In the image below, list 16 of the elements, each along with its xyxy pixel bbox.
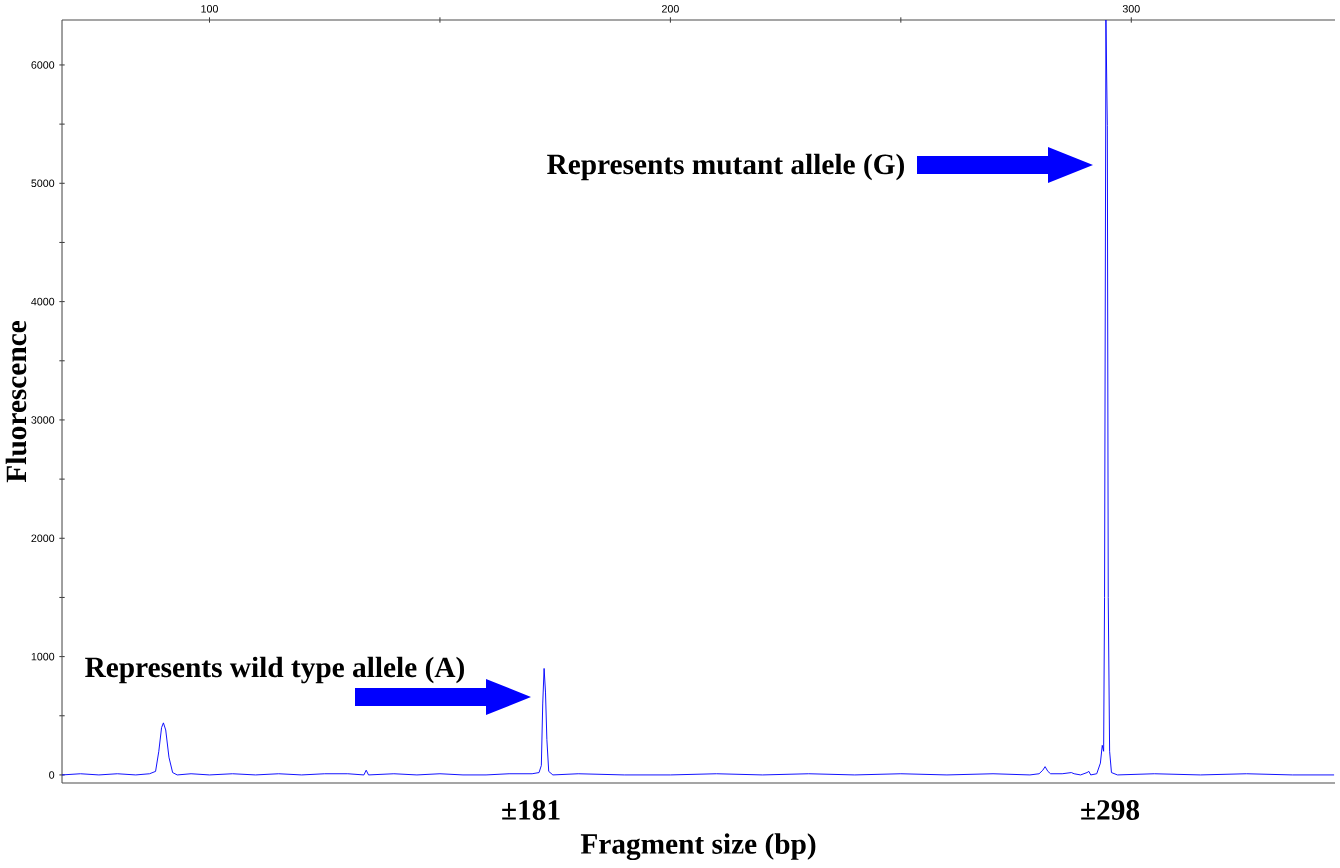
annotation: Represents mutant allele (G): [547, 153, 904, 181]
y-tick-label: 1000: [31, 652, 55, 661]
text: ±181: [502, 800, 560, 820]
y-tick-label: 6000: [31, 61, 55, 69]
y-axis-title: Fluorescence: [5, 321, 27, 483]
x-tick-label: 200: [662, 5, 679, 13]
y-tick-label: 4000: [31, 297, 55, 306]
y-tick-label: 5000: [31, 179, 55, 188]
y-tick-label: 3000: [31, 416, 55, 424]
y-tick-label: 2000: [31, 534, 55, 543]
text: ±298: [1081, 800, 1140, 820]
x-tick-label: 300: [1122, 5, 1140, 13]
x-axis-title: Fragment size (bp): [580, 833, 816, 861]
annotation: Represents wild type allele (A): [85, 656, 464, 684]
y-tick-label: 0: [49, 771, 55, 779]
x-tick-label: 100: [201, 5, 218, 13]
